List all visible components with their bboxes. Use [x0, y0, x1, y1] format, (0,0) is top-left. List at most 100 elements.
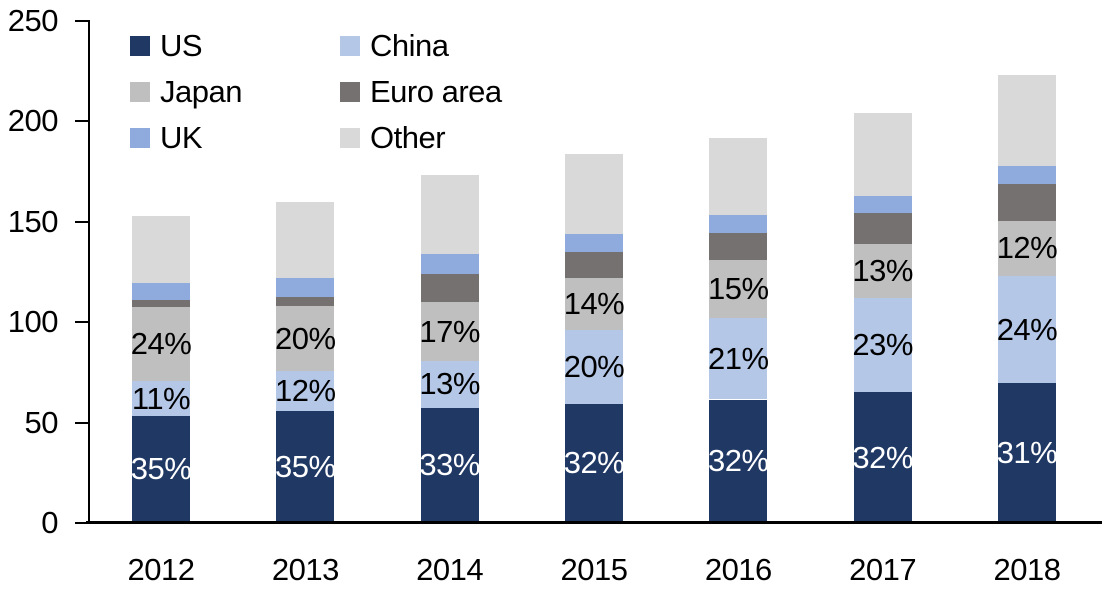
bar-segment-japan: [853, 243, 912, 299]
bar-segment-us: [709, 399, 768, 523]
x-axis-label-2014: 2014: [416, 552, 484, 587]
bar-segment-china: [276, 371, 335, 411]
y-axis-tick: [75, 321, 88, 324]
bar-segment-uk: [276, 278, 335, 298]
legend-swatch-icon: [130, 36, 150, 56]
bar-segment-euro-area: [709, 232, 768, 260]
bar-segment-us: [420, 407, 479, 523]
bar-segment-euro-area: [997, 183, 1056, 221]
segment-percentage-label: 32%: [852, 439, 913, 475]
bar-segment-china: [564, 330, 623, 404]
legend-label: Other: [370, 120, 446, 155]
bar-segment-japan: [709, 259, 768, 319]
y-axis-tick: [75, 20, 88, 22]
legend-label: UK: [160, 120, 203, 155]
y-axis-tick-label: 250: [7, 3, 59, 38]
y-axis-tick-label: 100: [7, 304, 59, 340]
segment-percentage-label: 33%: [419, 447, 480, 483]
y-axis-tick-label: 150: [7, 203, 59, 239]
bar-segment-euro-area: [132, 300, 190, 308]
legend-item-other: Other: [340, 120, 446, 155]
bar-segment-japan: [420, 302, 479, 362]
segment-percentage-label: 32%: [708, 443, 769, 479]
legend-label: China: [370, 28, 449, 63]
segment-percentage-label: 24%: [996, 311, 1058, 347]
legend-item-euro-area: Euro area: [340, 76, 502, 108]
x-axis-label-2012: 2012: [127, 552, 195, 587]
bar-segment-china: [132, 381, 190, 416]
y-axis-tick-label: 200: [7, 103, 59, 139]
y-axis-tick: [75, 220, 88, 223]
bar-segment-euro-area: [564, 251, 623, 278]
segment-percentage-label: 21%: [708, 340, 769, 376]
bar-segment-us: [853, 392, 912, 523]
bar-segment-uk: [132, 283, 190, 301]
bar-segment-us: [276, 410, 335, 523]
bar-segment-japan: [564, 278, 623, 331]
bar-segment-euro-area: [853, 212, 912, 244]
bar-segment-uk: [997, 165, 1056, 184]
y-axis-tick-label: 0: [41, 505, 58, 540]
legend-swatch-icon: [340, 128, 360, 148]
bar-segment-uk: [420, 253, 479, 274]
legend-label: Japan: [160, 74, 242, 109]
y-axis-tick: [75, 421, 88, 424]
segment-percentage-label: 23%: [852, 327, 913, 363]
bar-segment-other: [709, 138, 768, 215]
bar-segment-japan: [997, 220, 1056, 276]
legend-label: US: [160, 28, 203, 63]
y-axis-tick: [75, 120, 88, 123]
bar-segment-us: [564, 403, 623, 523]
legend-item-uk: UK: [130, 120, 203, 155]
legend-label: Euro area: [370, 74, 502, 109]
bar-segment-uk: [564, 233, 623, 252]
bar-segment-china: [997, 276, 1056, 384]
legend-swatch-icon: [340, 82, 360, 102]
segment-percentage-label: 12%: [996, 230, 1058, 266]
segment-percentage-label: 14%: [563, 286, 625, 322]
segment-percentage-label: 12%: [275, 372, 336, 408]
segment-percentage-label: 35%: [130, 451, 192, 487]
segment-percentage-label: 13%: [419, 366, 480, 402]
y-axis-tick-label: 50: [24, 404, 59, 440]
bar-segment-uk: [853, 195, 912, 213]
segment-percentage-label: 11%: [131, 380, 191, 416]
bar-segment-japan: [132, 307, 190, 382]
segment-percentage-label: 13%: [852, 252, 913, 288]
segment-percentage-label: 35%: [275, 448, 336, 484]
segment-percentage-label: 24%: [130, 326, 192, 362]
legend-swatch-icon: [130, 82, 150, 102]
bar-segment-china: [853, 298, 912, 393]
legend-item-china: China: [340, 30, 449, 62]
x-axis-label-2016: 2016: [704, 552, 772, 587]
segment-percentage-label: 15%: [708, 271, 769, 307]
bar-segment-euro-area: [276, 297, 335, 307]
bar-segment-us: [997, 383, 1056, 523]
bar-segment-other: [853, 113, 912, 196]
x-axis-line: [86, 521, 1102, 524]
legend-swatch-icon: [130, 128, 150, 148]
segment-percentage-label: 17%: [419, 313, 480, 349]
x-axis-label-2017: 2017: [849, 552, 917, 587]
bar-segment-other: [420, 174, 479, 254]
bar-segment-japan: [276, 306, 335, 372]
bar-segment-other: [564, 153, 623, 234]
legend-swatch-icon: [340, 36, 360, 56]
bar-segment-other: [132, 215, 190, 284]
segment-percentage-label: 31%: [996, 435, 1058, 471]
x-axis-label-2015: 2015: [560, 552, 628, 587]
x-axis-label-2018: 2018: [993, 552, 1061, 587]
bar-segment-china: [709, 318, 768, 400]
segment-percentage-label: 32%: [563, 445, 625, 481]
bar-segment-china: [420, 361, 479, 408]
bar-segment-uk: [709, 214, 768, 233]
bar-segment-other: [276, 201, 335, 279]
bar-segment-other: [997, 75, 1056, 166]
segment-percentage-label: 20%: [563, 348, 625, 384]
bar-segment-us: [132, 415, 190, 523]
legend-item-japan: Japan: [130, 76, 242, 108]
x-axis-label-2013: 2013: [271, 552, 339, 587]
segment-percentage-label: 20%: [275, 320, 336, 356]
y-axis-line: [88, 20, 90, 524]
